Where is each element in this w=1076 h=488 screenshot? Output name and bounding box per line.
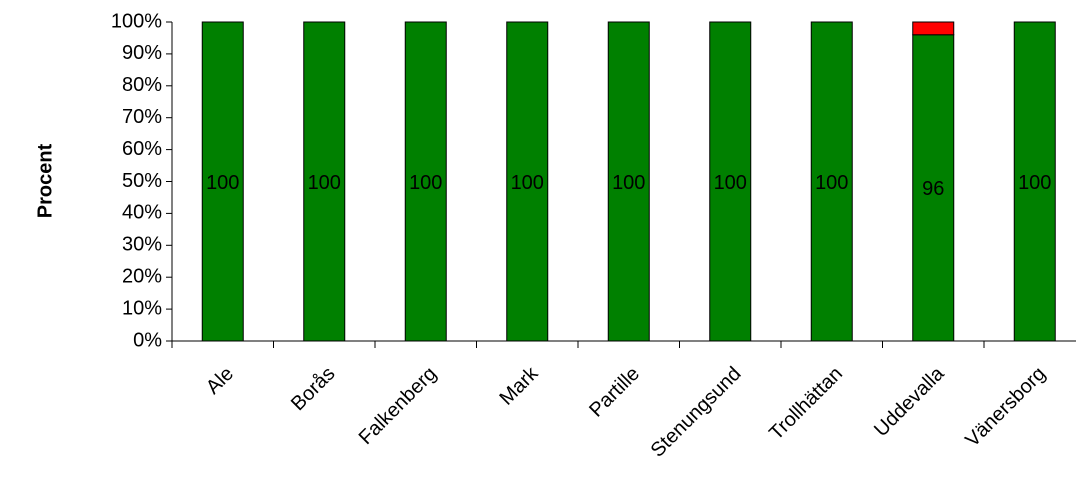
x-tick-label: Ale [202,363,238,399]
bar-segment [607,21,650,342]
y-tick-label: 80% [122,74,162,96]
bar-segment [201,21,244,342]
x-tick-label: Stenungsund [647,363,746,462]
x-tick-label: Trollhättan [765,363,847,445]
y-tick-label: 10% [122,297,162,319]
x-tick-label: Uddevalla [870,362,949,441]
y-tick-label: 50% [122,170,162,192]
bar-segment [810,21,853,342]
data-label: 100 [206,172,239,194]
data-label: 100 [815,172,848,194]
x-tick-label: Falkenberg [355,363,441,449]
data-label: 100 [511,172,544,194]
y-tick-label: 40% [122,202,162,224]
y-tick-label: 30% [122,234,162,256]
bar-segment [1013,21,1056,342]
y-tick-label: 20% [122,265,162,287]
data-label: 100 [714,172,747,194]
bar-segment [709,21,752,342]
y-tick-label: 0% [133,329,162,351]
y-tick-label: 70% [122,106,162,128]
bar-segment [912,21,955,36]
x-tick-label: Borås [287,363,340,416]
data-label: 96 [922,178,944,200]
bar-segment [303,21,346,342]
data-label: 100 [409,172,442,194]
x-tick-label: Vänersborg [961,363,1050,452]
data-label: 100 [612,172,645,194]
y-tick-label: 100% [111,10,162,32]
data-label: 100 [308,172,341,194]
x-tick-label: Mark [496,362,544,410]
y-axis-label: Procent [34,143,56,218]
y-tick-label: 90% [122,42,162,64]
bar-segment [404,21,447,342]
data-label: 100 [1018,172,1051,194]
y-tick-label: 60% [122,138,162,160]
x-tick-label: Partille [585,363,644,422]
bar-segment [506,21,549,342]
